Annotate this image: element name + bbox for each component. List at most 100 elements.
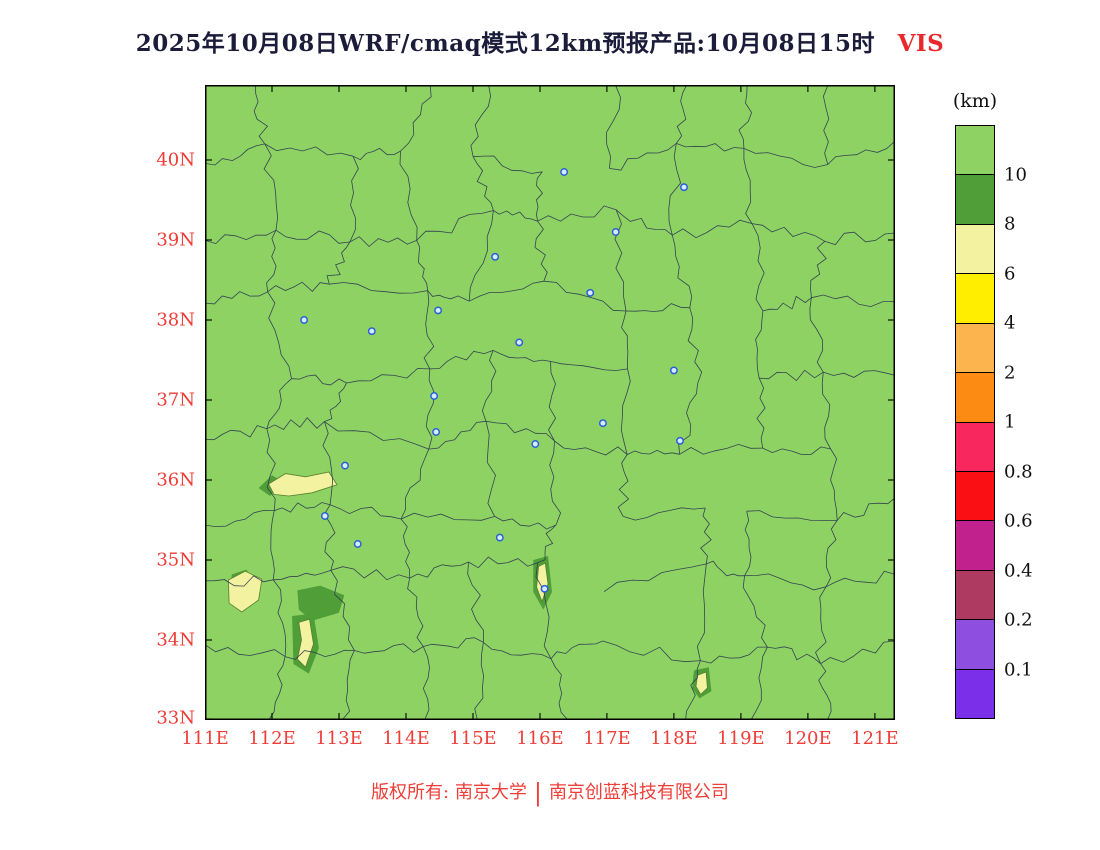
- lon-tick-label: 111E: [181, 728, 229, 749]
- copyright-company: 南京创蓝科技有限公司: [548, 782, 729, 803]
- boundary-line: [836, 497, 895, 521]
- boundary-line: [274, 502, 331, 513]
- boundary-line: [266, 378, 292, 429]
- boundary-line: [263, 143, 279, 231]
- footer-separator: |: [533, 779, 542, 807]
- boundary-line: [762, 295, 812, 312]
- boundary-line: [326, 241, 351, 285]
- boundary-line: [291, 374, 347, 386]
- city-marker: [367, 327, 376, 336]
- boundary-line: [824, 231, 895, 246]
- lon-tick-label: 121E: [851, 728, 899, 749]
- boundary-line: [676, 143, 744, 152]
- colorbar-tick-label: 0.2: [1004, 609, 1033, 631]
- boundary-line: [264, 143, 354, 157]
- boundary-line: [400, 512, 495, 521]
- boundary-line: [823, 370, 895, 378]
- colorbar-segment: [956, 669, 994, 719]
- boundary-line: [354, 643, 424, 654]
- boundary-line: [330, 570, 355, 651]
- boundary-line: [809, 297, 824, 373]
- boundary-line: [554, 440, 628, 456]
- lat-tick-label: 38N: [156, 309, 195, 331]
- boundary-line: [275, 229, 350, 244]
- colorbar-tick-label: 0.4: [1004, 560, 1033, 581]
- boundary-line: [751, 223, 765, 312]
- boundary-line: [470, 85, 492, 157]
- boundary-line: [614, 209, 627, 312]
- boundary-line: [830, 448, 838, 521]
- colorbar-tick-label: 6: [1004, 263, 1016, 284]
- boundary-line: [270, 510, 275, 580]
- city-marker: [300, 316, 309, 324]
- reduced-visibility-patch-yellow: [268, 471, 338, 497]
- boundary-line: [205, 229, 277, 245]
- boundary-line: [494, 516, 557, 530]
- lon-tick-label: 117E: [583, 728, 631, 749]
- boundary-line: [550, 361, 628, 371]
- boundary-line: [550, 658, 569, 720]
- boundary-line: [266, 428, 276, 511]
- lon-tick-label: 114E: [382, 728, 430, 749]
- boundary-line: [284, 649, 355, 660]
- city-marker: [341, 461, 349, 470]
- boundary-line: [603, 563, 707, 593]
- boundary-line: [543, 280, 627, 312]
- boundary-line: [672, 219, 753, 239]
- colorbar-segment: [956, 175, 994, 225]
- boundary-line: [472, 156, 494, 211]
- boundary-line: [623, 507, 706, 521]
- lat-tick-label: 37N: [156, 389, 195, 411]
- city-marker: [432, 428, 441, 436]
- reduced-visibility-patch-green: [297, 585, 345, 621]
- boundary-line: [266, 417, 325, 431]
- boundary-line: [266, 230, 277, 292]
- colorbar-segment: [956, 471, 994, 522]
- colorbar-tick-label: 1: [1004, 411, 1016, 433]
- city-marker: [611, 228, 620, 236]
- city-marker: [515, 338, 524, 347]
- colorbar-segment: [956, 126, 994, 176]
- boundary-line: [427, 290, 470, 302]
- copyright-owner: 版权所有: 南京大学: [371, 782, 527, 803]
- boundary-line: [696, 563, 707, 661]
- boundary-line: [815, 586, 827, 664]
- lat-tick-label: 34N: [156, 629, 195, 651]
- boundary-line: [346, 368, 430, 384]
- boundary-line: [409, 561, 469, 579]
- colorbar-segment: [956, 620, 994, 670]
- boundary-line: [407, 578, 424, 647]
- boundary-line: [468, 556, 538, 569]
- boundary-line: [268, 656, 286, 720]
- boundary-line: [467, 561, 485, 643]
- boundary-line: [755, 310, 764, 379]
- city-marker: [495, 533, 504, 542]
- city-marker: [491, 252, 500, 261]
- boundary-line: [751, 223, 825, 242]
- boundary-line: [822, 85, 830, 165]
- forecast-map: [205, 85, 895, 720]
- colorbar-segment: [956, 224, 994, 275]
- boundary-line: [675, 85, 688, 144]
- colorbar-segment: [956, 373, 994, 423]
- boundary-line: [767, 646, 821, 665]
- boundary-line: [537, 205, 617, 222]
- boundary-line: [609, 143, 677, 171]
- boundary-line: [267, 291, 292, 379]
- boundary-line: [425, 368, 435, 450]
- boundary-line: [810, 241, 827, 298]
- boundary-line: [422, 646, 430, 720]
- boundary-line: [428, 420, 487, 450]
- colorbar-segment: [956, 570, 994, 621]
- boundary-line: [756, 378, 766, 449]
- boundary-line: [738, 85, 753, 149]
- boundary-line: [492, 350, 551, 362]
- boundary-line: [685, 660, 701, 720]
- boundary-line: [820, 640, 895, 665]
- boundary-line: [329, 504, 402, 520]
- boundary-line: [550, 640, 604, 660]
- boundary-line: [606, 85, 621, 169]
- boundary-line: [481, 350, 497, 422]
- boundary-line: [485, 420, 555, 442]
